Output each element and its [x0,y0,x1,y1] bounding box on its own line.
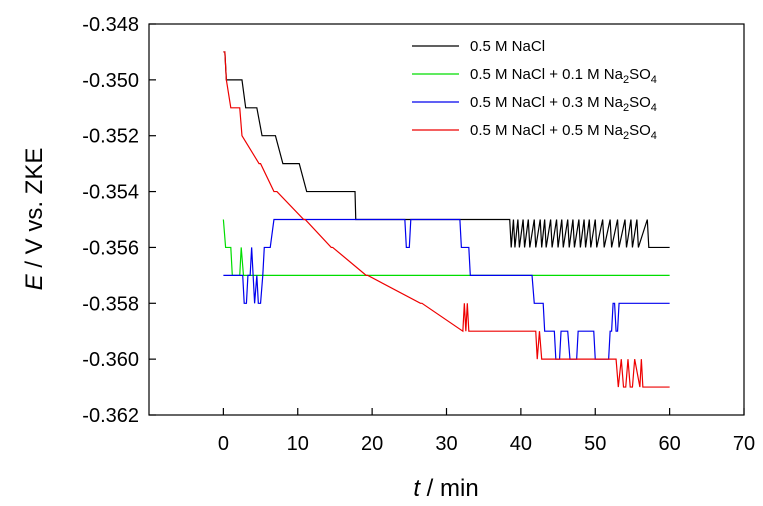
legend-label: 0.5 M NaCl [470,38,545,55]
y-tick-label: -0.348 [82,14,139,36]
series-line-1 [223,51,670,249]
y-tick-label: -0.354 [82,182,139,204]
y-tick-label: -0.356 [82,237,139,259]
x-tick-label: 60 [659,433,681,455]
series-line-3 [223,218,670,360]
y-tick-label: -0.352 [82,126,139,148]
series-layer [222,51,670,388]
legend: 0.5 M NaCl 0.5 M NaCl + 0.1 M Na2SO4 0.5 M… [412,38,657,142]
x-tick-label: 20 [361,433,383,455]
x-axis-title: t / min [413,475,478,502]
x-tick-label: 10 [287,433,309,455]
x-tick-label: 30 [435,433,457,455]
x-tick-label: 0 [218,433,229,455]
y-tick-label: -0.360 [82,349,139,371]
y-tick-label: -0.358 [82,293,139,315]
y-tick-label: -0.362 [82,405,139,427]
x-tick-label: 50 [584,433,606,455]
x-tick-label: 70 [733,433,755,455]
y-axis-title: E / V vs. ZKE [21,148,48,291]
y-axis: -0.348 -0.350 -0.352 -0.354 -0.356 -0.358 -0.3… [82,14,156,427]
legend-label: 0.5 M NaCl + 0.5 M Na2SO4 [470,122,657,142]
legend-label: 0.5 M NaCl + 0.3 M Na2SO4 [470,94,657,114]
x-tick-label: 40 [510,433,532,455]
x-axis: 0 10 20 30 40 50 60 70 [218,408,755,455]
legend-label: 0.5 M NaCl + 0.1 M Na2SO4 [470,66,657,86]
y-tick-label: -0.350 [82,70,139,92]
series-line-4 [223,51,670,388]
